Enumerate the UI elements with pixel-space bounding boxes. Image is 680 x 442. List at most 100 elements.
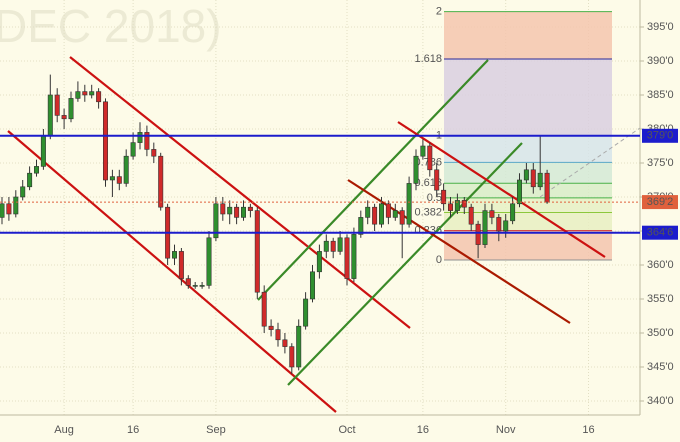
y-tick-label: 345'0: [647, 361, 674, 373]
candle-body: [392, 210, 398, 218]
candle-body: [330, 240, 336, 252]
candle-body: [358, 217, 364, 235]
candle-body: [68, 98, 74, 120]
y-tick-label: 350'0: [647, 327, 674, 339]
candle-body: [103, 101, 109, 181]
y-tick-label: 340'0: [647, 395, 674, 407]
trend-line: [257, 59, 489, 301]
fib-label: 1.618: [414, 53, 442, 65]
candle-body: [461, 200, 467, 208]
candle-body: [309, 271, 315, 300]
candle-body: [75, 91, 81, 99]
candle-body: [130, 142, 136, 157]
fib-zone: [444, 183, 612, 198]
candle-body: [247, 206, 253, 211]
candle-body: [33, 166, 39, 174]
candle-body: [537, 172, 543, 188]
candle-body: [344, 237, 350, 279]
candle-body: [151, 149, 157, 157]
candle-body: [54, 94, 60, 116]
candle-body: [489, 210, 495, 218]
candle-body: [199, 285, 205, 287]
candle-body: [544, 172, 550, 203]
y-tick-label: 355'0: [647, 293, 674, 305]
candle-body: [468, 206, 474, 225]
candle-body: [399, 210, 405, 225]
fib-label: 0: [436, 254, 442, 266]
candle-body: [220, 203, 226, 215]
last-price-box: [642, 195, 678, 210]
trend-line: [7, 130, 337, 413]
candle-body: [510, 203, 516, 222]
candle-body: [206, 237, 212, 286]
last-price-label: 369'2: [647, 196, 674, 208]
candle-body: [20, 186, 26, 198]
candle-body: [6, 203, 12, 215]
trend-line: [397, 121, 606, 258]
fib-zone: [444, 197, 612, 213]
candle-body: [40, 135, 46, 167]
candle-body: [441, 189, 447, 205]
level-box: [642, 128, 678, 143]
candle-body: [275, 329, 281, 341]
candles: [0, 74, 550, 374]
candle-body: [406, 183, 412, 225]
candle-body: [503, 220, 509, 232]
fib-label: 0.382: [414, 206, 442, 218]
candle-body: [27, 172, 33, 188]
y-tick-label: 360'0: [647, 259, 674, 271]
trend-line: [69, 56, 411, 329]
candle-body: [454, 200, 460, 211]
candle-body: [268, 325, 274, 330]
candle-body: [227, 206, 233, 215]
candle-body: [447, 203, 453, 211]
candle-body: [385, 203, 391, 218]
candle-body: [496, 217, 502, 232]
candle-body: [530, 169, 536, 188]
candle-body: [158, 155, 164, 208]
trend-line: [287, 142, 523, 386]
trend-lines: [7, 56, 641, 413]
candle-body: [420, 145, 426, 157]
candle-body: [178, 251, 184, 279]
candle-body: [482, 210, 488, 245]
trend-line: [347, 179, 571, 324]
candle-body: [296, 325, 302, 368]
fib-label: 2: [436, 6, 442, 18]
candle-body: [351, 234, 357, 279]
x-tick-label: 16: [127, 424, 139, 436]
candle-body: [192, 285, 198, 287]
candle-body: [47, 94, 53, 137]
candle-body: [89, 91, 95, 96]
candle-body: [378, 203, 384, 225]
x-tick-label: Nov: [496, 424, 516, 436]
y-tick-label: 375'0: [647, 157, 674, 169]
x-tick-label: Oct: [338, 424, 355, 436]
fib-zone: [444, 59, 612, 136]
candle-body: [323, 240, 329, 252]
candle-body: [427, 145, 433, 171]
x-tick-label: Aug: [54, 424, 74, 436]
candle-body: [144, 132, 150, 150]
candle-body: [213, 203, 219, 239]
level-label: 364'6: [647, 227, 674, 239]
x-tick-label: Sep: [206, 424, 226, 436]
candle-body: [61, 115, 67, 120]
candle-body: [185, 278, 191, 286]
candle-body: [282, 339, 288, 347]
level-box: [642, 225, 678, 240]
candle-body: [261, 291, 267, 327]
candle-body: [82, 91, 88, 96]
candle-body: [116, 176, 122, 184]
y-tick-label: 390'0: [647, 55, 674, 67]
candle-body: [289, 346, 295, 368]
candle-body: [13, 196, 19, 215]
candle-body: [475, 223, 481, 245]
candle-body: [434, 169, 440, 191]
watermark: DEC 2018): [0, 0, 222, 52]
candle-body: [172, 251, 178, 259]
candle-body: [372, 206, 378, 225]
candle-body: [123, 155, 129, 184]
